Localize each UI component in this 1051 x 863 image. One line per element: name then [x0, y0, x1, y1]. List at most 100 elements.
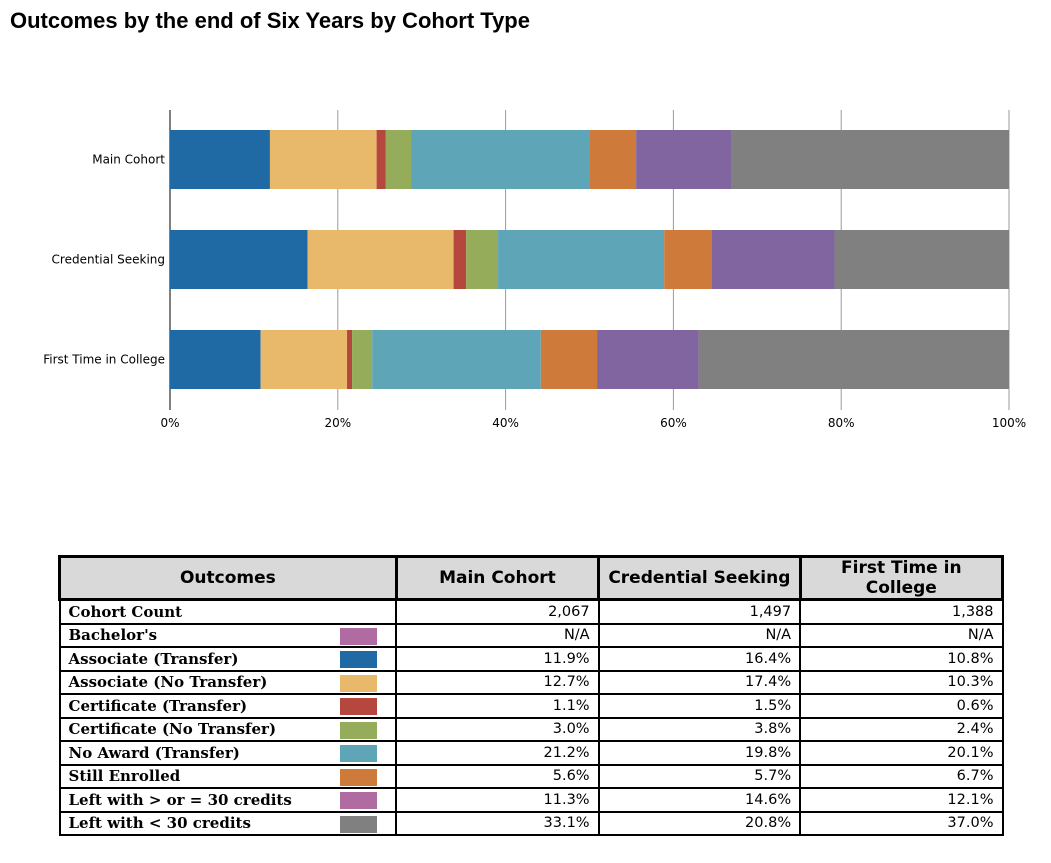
- legend-swatch: [340, 768, 378, 786]
- row-label: Bachelor's: [68, 626, 158, 645]
- legend-swatch: [340, 674, 378, 692]
- bar-segment: [834, 230, 1009, 289]
- table-row: No Award (Transfer) 21.2% 19.8% 20.1%: [58, 740, 1004, 766]
- row-label-cell: No Award (Transfer): [58, 740, 398, 766]
- bar-segment: [636, 130, 732, 189]
- bar-segment: [698, 330, 1009, 389]
- table-row: Associate (No Transfer) 12.7% 17.4% 10.3%: [58, 669, 1004, 695]
- bar-segment: [466, 230, 499, 289]
- table-row: Associate (Transfer) 11.9% 16.4% 10.8%: [58, 646, 1004, 672]
- value-cell: N/A: [799, 622, 1004, 648]
- row-label-cell: Certificate (No Transfer): [58, 716, 398, 742]
- value-cell: 6.7%: [799, 763, 1004, 789]
- table-row: Bachelor's N/A N/A N/A: [58, 622, 1004, 648]
- row-label: Associate (Transfer): [68, 649, 239, 668]
- legend-swatch: [340, 627, 378, 645]
- bar-segment: [385, 130, 412, 189]
- value-cell: 19.8%: [597, 740, 802, 766]
- value-cell: 2.4%: [799, 716, 1004, 742]
- value-cell: 16.4%: [597, 646, 802, 672]
- value-cell: 1,497: [597, 598, 802, 625]
- row-label: No Award (Transfer): [68, 743, 240, 762]
- bar-segment: [170, 330, 261, 389]
- value-cell: 14.6%: [597, 787, 802, 813]
- value-cell: 33.1%: [395, 810, 600, 836]
- table-header-row: Outcomes Main Cohort Credential Seeking …: [58, 555, 1005, 601]
- bar-segment: [376, 130, 386, 189]
- row-label-cell: Left with < 30 credits: [58, 810, 398, 836]
- bar-segment: [589, 130, 637, 189]
- header-outcomes: Outcomes: [58, 555, 398, 601]
- value-cell: 1.1%: [395, 693, 600, 719]
- value-cell: 5.7%: [597, 763, 802, 789]
- bar-segment: [170, 230, 308, 289]
- legend-swatch: [340, 745, 378, 762]
- row-label-cell: Associate (Transfer): [58, 646, 398, 672]
- bar-segment: [269, 130, 377, 189]
- bar-segment: [372, 330, 541, 389]
- row-label-cell: Still Enrolled: [58, 763, 398, 789]
- bar-segment: [711, 230, 835, 289]
- value-cell: 3.8%: [597, 716, 802, 742]
- bar-segment: [411, 130, 590, 189]
- table-row: Certificate (Transfer) 1.1% 1.5% 0.6%: [58, 693, 1004, 719]
- bar-segment: [170, 130, 270, 189]
- value-cell: 20.8%: [597, 810, 802, 836]
- bar-segment: [540, 330, 598, 389]
- value-cell: 1,388: [799, 598, 1004, 625]
- row-label-cell: Certificate (Transfer): [58, 693, 398, 719]
- row-label: Certificate (No Transfer): [68, 720, 277, 739]
- value-cell: 17.4%: [597, 669, 802, 695]
- value-cell: 2,067: [395, 598, 600, 625]
- row-label: Associate (No Transfer): [68, 673, 268, 692]
- bar-segment: [498, 230, 665, 289]
- x-tick-label: 60%: [660, 416, 687, 430]
- value-cell: 3.0%: [395, 716, 600, 742]
- x-tick-label: 100%: [992, 416, 1026, 430]
- legend-swatch: [340, 792, 378, 809]
- row-label: Still Enrolled: [68, 767, 181, 786]
- table-row: Left with < 30 credits 33.1% 20.8% 37.0%: [58, 810, 1004, 836]
- value-cell: 20.1%: [799, 740, 1004, 766]
- value-cell: 12.1%: [799, 787, 1004, 813]
- header-credential-seeking: Credential Seeking: [597, 555, 802, 601]
- value-cell: N/A: [597, 622, 802, 648]
- row-label-cell: Bachelor's: [58, 622, 398, 648]
- row-label: Left with > or = 30 credits: [68, 790, 292, 809]
- outcomes-table: Outcomes Main Cohort Credential Seeking …: [58, 555, 1005, 836]
- bar-segment: [597, 330, 699, 389]
- bar-segment: [731, 130, 1009, 189]
- chart-title: Outcomes by the end of Six Years by Coho…: [10, 8, 530, 33]
- x-tick-label: 20%: [324, 416, 351, 430]
- legend-swatch: [340, 815, 378, 833]
- row-label-cell: Cohort Count: [58, 598, 398, 625]
- row-label: Cohort Count: [68, 602, 183, 621]
- value-cell: 37.0%: [799, 810, 1004, 836]
- x-tick-label: 40%: [492, 416, 519, 430]
- x-tick-label: 0%: [160, 416, 179, 430]
- value-cell: 0.6%: [799, 693, 1004, 719]
- value-cell: 10.3%: [799, 669, 1004, 695]
- table-body: Cohort Count 2,067 1,497 1,388 Bachelor's N/A…: [58, 598, 1004, 836]
- legend-swatch: [340, 651, 378, 668]
- value-cell: 21.2%: [395, 740, 600, 766]
- row-label-cell: Left with > or = 30 credits: [58, 787, 398, 813]
- legend-swatch: [340, 698, 378, 715]
- value-cell: 1.5%: [597, 693, 802, 719]
- value-cell: N/A: [395, 622, 600, 648]
- value-cell: 12.7%: [395, 669, 600, 695]
- value-cell: 10.8%: [799, 646, 1004, 672]
- bar-segment: [307, 230, 454, 289]
- stacked-bar-chart: 0% 20% 40% 60% 80% 100% Main Cohort Credential …: [43, 110, 1026, 430]
- bar-segment: [664, 230, 712, 289]
- row-label: Certificate (Transfer): [68, 696, 248, 715]
- table-row: Still Enrolled 5.6% 5.7% 6.7%: [58, 763, 1004, 789]
- category-label: Credential Seeking: [52, 253, 165, 267]
- table-row: Certificate (No Transfer) 3.0% 3.8% 2.4%: [58, 716, 1004, 742]
- bar-segment: [260, 330, 348, 389]
- category-label: Main Cohort: [92, 153, 165, 167]
- bar-segment: [453, 230, 467, 289]
- value-cell: 11.9%: [395, 646, 600, 672]
- row-label-cell: Associate (No Transfer): [58, 669, 398, 695]
- bar-segment: [352, 330, 373, 389]
